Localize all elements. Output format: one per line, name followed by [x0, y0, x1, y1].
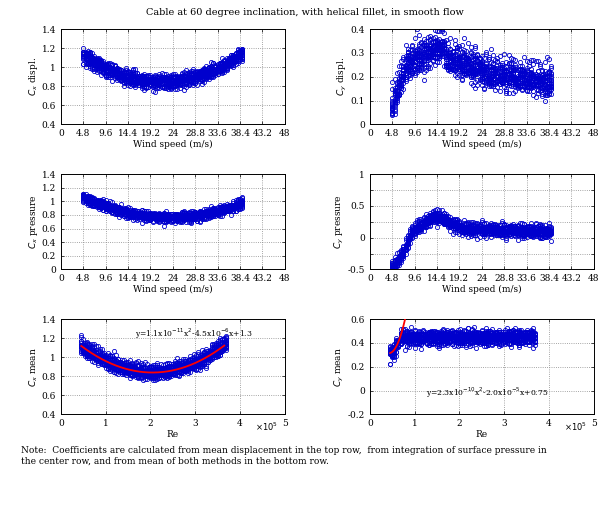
X-axis label: Re: Re — [167, 430, 179, 439]
Text: Cable at 60 degree inclination, with helical fillet, in smooth flow: Cable at 60 degree inclination, with hel… — [146, 8, 463, 17]
Y-axis label: $C_y$ pressure: $C_y$ pressure — [333, 194, 346, 249]
Y-axis label: $C_y$ displ.: $C_y$ displ. — [336, 57, 349, 96]
X-axis label: Wind speed (m/s): Wind speed (m/s) — [133, 285, 213, 294]
Y-axis label: $C_y$ mean: $C_y$ mean — [333, 347, 347, 386]
Y-axis label: $C_x$ mean: $C_x$ mean — [28, 347, 40, 386]
Text: $\times10^5$: $\times10^5$ — [564, 420, 587, 433]
X-axis label: Wind speed (m/s): Wind speed (m/s) — [442, 140, 522, 149]
Y-axis label: $C_x$ displ.: $C_x$ displ. — [27, 57, 40, 96]
Y-axis label: $C_x$ pressure: $C_x$ pressure — [27, 194, 40, 249]
Text: y=2.3x10$^{-10}$x$^{2}$-2.0x10$^{-5}$x+0.75: y=2.3x10$^{-10}$x$^{2}$-2.0x10$^{-5}$x+0… — [426, 386, 548, 400]
Text: Note:  Coefficients are calculated from mean displacement in the top row,  from : Note: Coefficients are calculated from m… — [21, 446, 547, 466]
X-axis label: Wind speed (m/s): Wind speed (m/s) — [133, 140, 213, 149]
Text: y=1.1x10$^{-11}$x$^{2}$-4.5x10$^{-6}$x+1.3: y=1.1x10$^{-11}$x$^{2}$-4.5x10$^{-6}$x+1… — [135, 327, 253, 341]
X-axis label: Re: Re — [476, 430, 488, 439]
Text: $\times10^5$: $\times10^5$ — [255, 420, 278, 433]
X-axis label: Wind speed (m/s): Wind speed (m/s) — [442, 285, 522, 294]
